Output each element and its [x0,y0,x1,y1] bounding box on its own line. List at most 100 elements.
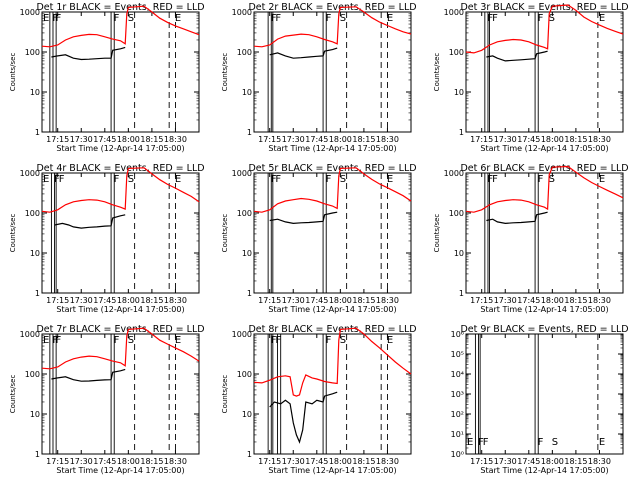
x-tick-label: 18:00 [541,296,564,305]
y-tick-label: 1000 [232,8,252,17]
series-line [54,214,126,229]
x-tick-label: 18:00 [117,296,140,305]
flag-label: E [43,174,49,185]
x-axis-label: Start Time (12-Apr-14 17:05:00) [268,305,396,314]
flag-label: S [128,13,134,24]
x-tick-label: 18:00 [329,135,352,144]
x-tick-label: 17:30 [494,457,517,466]
y-tick-label: 100 [237,370,252,379]
flag-label: S [549,174,555,185]
flag-label: E [599,437,605,448]
x-tick-label: 17:45 [93,135,116,144]
y-tick-label: 1000 [444,169,464,178]
y-tick-label: 10 [30,249,40,258]
y-axis-label: Counts/sec [433,53,441,92]
x-tick-label: 18:30 [164,296,187,305]
series-line [51,46,126,61]
chart-panel-4: Det 4r BLACK = Events, RED = LLD 1 10 100 10… [9,163,205,314]
flag-label: F [326,13,332,24]
x-tick-label: 18:00 [117,457,140,466]
x-tick-label: 17:15 [470,135,493,144]
y-tick-label: 1 [459,128,464,137]
flag-label: E [175,13,181,24]
x-tick-label: 18:15 [564,457,587,466]
chart-panel-7: Det 7r BLACK = Events, RED = LLD 1 10 100 10… [9,324,205,475]
x-tick-label: 18:30 [588,135,611,144]
plot-frame [253,172,412,294]
x-tick-label: 17:45 [305,135,328,144]
x-axis-label: Start Time (12-Apr-14 17:05:00) [480,305,608,314]
flag-label: S [128,174,134,185]
chart-panel-3: Det 3r BLACK = Events, RED = LLD 1 10 100 10… [433,2,629,153]
x-tick-label: 18:15 [140,296,163,305]
flag-label: E [387,335,393,346]
x-axis-label: Start Time (12-Apr-14 17:05:00) [56,144,184,153]
series-line [253,327,412,397]
x-tick-label: 17:30 [70,296,93,305]
y-axis-label: Counts/sec [9,214,17,253]
x-tick-label: 18:15 [140,457,163,466]
flag-label: E [43,335,49,346]
y-tick-label: 1 [35,128,40,137]
y-tick-label: 1000 [20,8,40,17]
flag-label: F [114,335,120,346]
series-line [41,5,200,48]
x-tick-label: 17:15 [46,457,69,466]
flag-label: F [538,437,544,448]
x-tick-label: 18:15 [564,296,587,305]
chart-panel-9: Det 9r BLACK = Events, RED = LLD 10⁰ 10¹ 10… [451,324,629,475]
x-tick-label: 17:45 [305,296,328,305]
x-tick-label: 18:15 [564,135,587,144]
x-tick-label: 18:15 [352,457,375,466]
y-axis-label: Counts/sec [433,214,441,253]
series-line [41,327,200,370]
x-tick-label: 17:30 [494,135,517,144]
y-tick-label: 10 [30,88,40,97]
series-line [253,167,412,213]
plot-frame [465,172,624,294]
x-tick-label: 18:30 [376,296,399,305]
flag-label: F [275,335,281,346]
flag-label: F [326,335,332,346]
series-line [51,368,126,382]
x-tick-label: 18:30 [376,135,399,144]
x-tick-label: 18:15 [140,135,163,144]
chart-panel-1: Det 1r BLACK = Events, RED = LLD 1 10 100 10… [9,2,205,153]
series-line [253,6,412,48]
plot-frame [253,333,412,455]
y-axis-label: Counts/sec [9,375,17,414]
flag-label: F [492,13,498,24]
y-tick-label: 10³ [451,390,464,399]
flag-label: E [467,437,473,448]
flag-label: E [599,13,605,24]
y-tick-label: 10 [30,410,40,419]
series-line [41,167,200,213]
y-axis-label: Counts/sec [221,53,229,92]
x-tick-label: 17:30 [282,457,305,466]
x-tick-label: 17:45 [93,296,116,305]
x-tick-label: 17:30 [282,296,305,305]
x-tick-label: 18:15 [352,135,375,144]
x-tick-label: 18:00 [541,135,564,144]
flag-label: F [538,13,544,24]
chart-title: Det 9r BLACK = Events, RED = LLD [460,324,628,335]
x-tick-label: 18:00 [117,135,140,144]
x-axis-label: Start Time (12-Apr-14 17:05:00) [480,144,608,153]
y-axis-label: Counts/sec [9,53,17,92]
y-tick-label: 100 [449,209,464,218]
series-line [269,211,338,225]
x-tick-label: 17:45 [305,457,328,466]
x-axis-label: Start Time (12-Apr-14 17:05:00) [268,144,396,153]
flag-label: F [538,174,544,185]
x-axis-label: Start Time (12-Apr-14 17:05:00) [480,466,608,475]
flag-label: S [340,335,346,346]
x-tick-label: 17:45 [93,457,116,466]
y-tick-label: 100 [449,48,464,57]
x-tick-label: 17:45 [517,457,540,466]
chart-title: Det 5r BLACK = Events, RED = LLD [248,163,416,174]
x-tick-label: 17:30 [494,296,517,305]
y-tick-label: 10 [242,88,252,97]
x-tick-label: 18:00 [329,457,352,466]
plot-frame [253,11,412,133]
